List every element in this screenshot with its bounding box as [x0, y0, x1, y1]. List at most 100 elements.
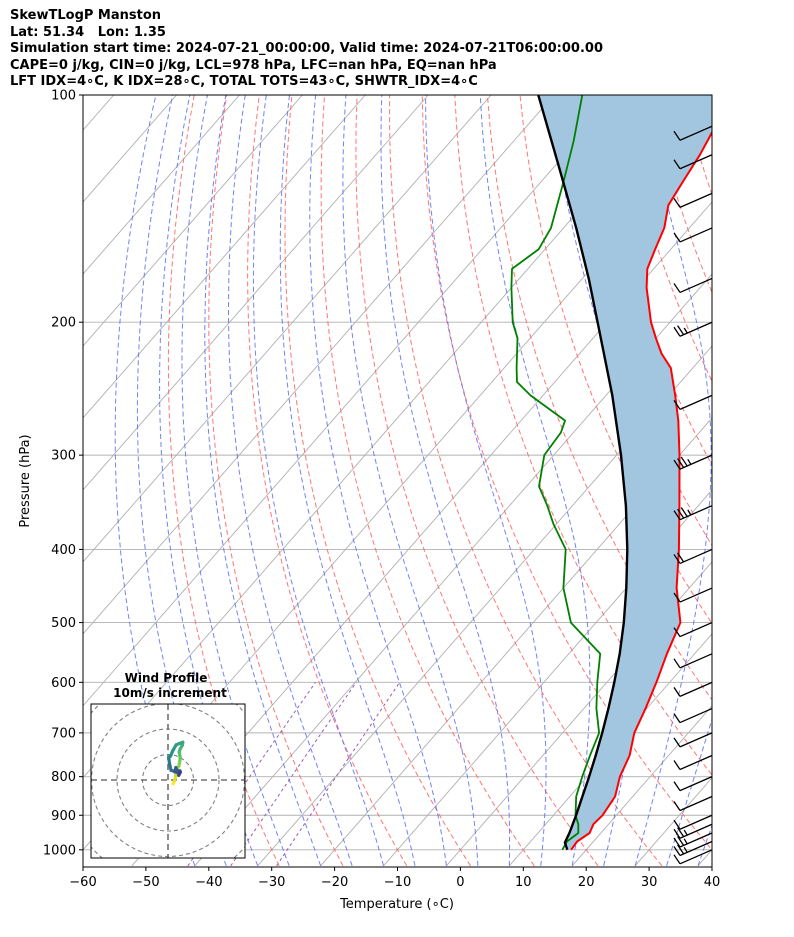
moist-adiabat-line [634, 95, 712, 866]
wind-barb [673, 154, 713, 170]
wind-barb [673, 394, 713, 410]
x-tick-label: 20 [578, 875, 595, 890]
dry-adiabat-line [519, 95, 712, 625]
wind-barb-flag [673, 819, 681, 830]
wind-barb [673, 548, 713, 565]
wind-barb [673, 505, 713, 521]
wind-barb-shaft [679, 754, 713, 771]
dry-adiabat-line [284, 95, 471, 867]
wind-barb-shaft [679, 776, 713, 792]
wind-barb-shaft [679, 277, 713, 294]
dry-adiabat-line [715, 95, 794, 866]
wind-barb [673, 587, 713, 603]
wind-barb-shaft [679, 814, 713, 830]
mixing-ratio-line [276, 682, 401, 867]
dry-adiabat-line [389, 95, 663, 867]
hodograph-title-line2: 10m/s increment [113, 686, 227, 700]
wind-barb-flag [673, 737, 681, 748]
moist-adiabat-line [479, 95, 591, 866]
wind-barb [673, 125, 713, 141]
wind-barb-flag [677, 458, 685, 468]
wind-barb-flag [673, 232, 681, 243]
wind-barb [673, 840, 713, 857]
moist-adiabat-line [309, 95, 447, 866]
y-tick-label: 500 [51, 616, 76, 631]
dry-adiabat-line [486, 95, 712, 701]
x-tick-label: −40 [195, 875, 222, 890]
dry-adiabat-line [320, 95, 535, 867]
cape-shading [538, 95, 712, 850]
dry-adiabat-line [355, 95, 599, 867]
wind-barb-shaft [679, 795, 713, 812]
wind-barb-flag [680, 456, 688, 467]
moist-adiabat-line [380, 95, 511, 866]
dry-adiabat-line [247, 95, 408, 867]
wind-barb-shaft [679, 681, 713, 697]
wind-barb-shaft [679, 621, 713, 638]
wind-barb-half-flag [683, 829, 688, 836]
x-tick-label: −60 [69, 875, 96, 890]
wind-barb [673, 653, 713, 669]
x-tick-label: −50 [132, 875, 159, 890]
isotherm-line [761, 95, 794, 866]
wind-barb-flag [673, 854, 681, 865]
wind-barb-half-flag [683, 838, 688, 845]
wind-barb-shaft [679, 505, 713, 521]
wind-barb [673, 621, 713, 638]
y-tick-label: 1000 [43, 843, 76, 858]
wind-barb-shaft [679, 227, 713, 243]
wind-barb-half-flag [683, 846, 688, 853]
wind-barb [673, 814, 713, 830]
wind-barb-half-flag [687, 509, 692, 516]
wind-barb-shaft [679, 732, 713, 748]
wind-barb-half-flag [687, 458, 692, 465]
isotherm-line [571, 705, 712, 867]
wind-barb-flag [677, 552, 685, 563]
isotherm-line [83, 95, 618, 707]
x-tick-label: 0 [456, 875, 464, 890]
moist-adiabat-line [666, 717, 712, 866]
y-tick-label: 100 [51, 89, 76, 104]
location-line: Lat: 51.34 Lon: 1.35 [10, 24, 166, 40]
y-tick-label: 700 [51, 726, 76, 741]
x-tick-label: −20 [321, 875, 348, 890]
moist-adiabat-line [342, 95, 479, 866]
wind-barb-flag [680, 507, 688, 517]
hodograph-plot [91, 704, 245, 858]
wind-barb-flag [673, 846, 681, 856]
wind-barb-shaft [679, 394, 713, 410]
wind-barb-flag [673, 554, 681, 564]
wind-barb-flag [673, 592, 681, 603]
wind-barb-flag [677, 836, 685, 846]
wind-barb-shaft [679, 840, 713, 857]
dry-adiabat-line [748, 95, 794, 866]
wind-barb [673, 707, 713, 724]
wind-barb-shaft [679, 154, 713, 170]
wind-barb-flag [673, 130, 681, 141]
x-tick-label: −30 [258, 875, 285, 890]
moist-adiabat-line [204, 95, 322, 866]
isotherm-line [320, 417, 712, 867]
isotherm-line [257, 345, 712, 867]
wind-barb [673, 454, 713, 470]
x-tick-label: 40 [704, 875, 721, 890]
y-tick-label: 200 [51, 316, 76, 331]
x-tick-label: −10 [384, 875, 411, 890]
y-tick-label: 600 [51, 676, 76, 691]
y-tick-label: 400 [51, 543, 76, 558]
wind-barb-shaft [679, 832, 713, 848]
dry-adiabat-line [167, 95, 280, 867]
moist-adiabat-line [228, 95, 353, 866]
wind-barb-flag [673, 801, 681, 811]
wind-barb-flag [673, 627, 681, 637]
wind-barb-flag [677, 844, 685, 855]
wind-barb [673, 227, 713, 243]
wind-barb-flag [673, 837, 681, 848]
wind-barb-flag [677, 827, 685, 838]
wind-barb-flag [673, 400, 681, 410]
wind-barb-flag [673, 760, 681, 770]
wind-barb-shaft [679, 454, 713, 470]
wind-barb-flag [673, 459, 681, 470]
wind-barb-flag [677, 508, 685, 519]
wind-barb-shaft [679, 125, 713, 141]
